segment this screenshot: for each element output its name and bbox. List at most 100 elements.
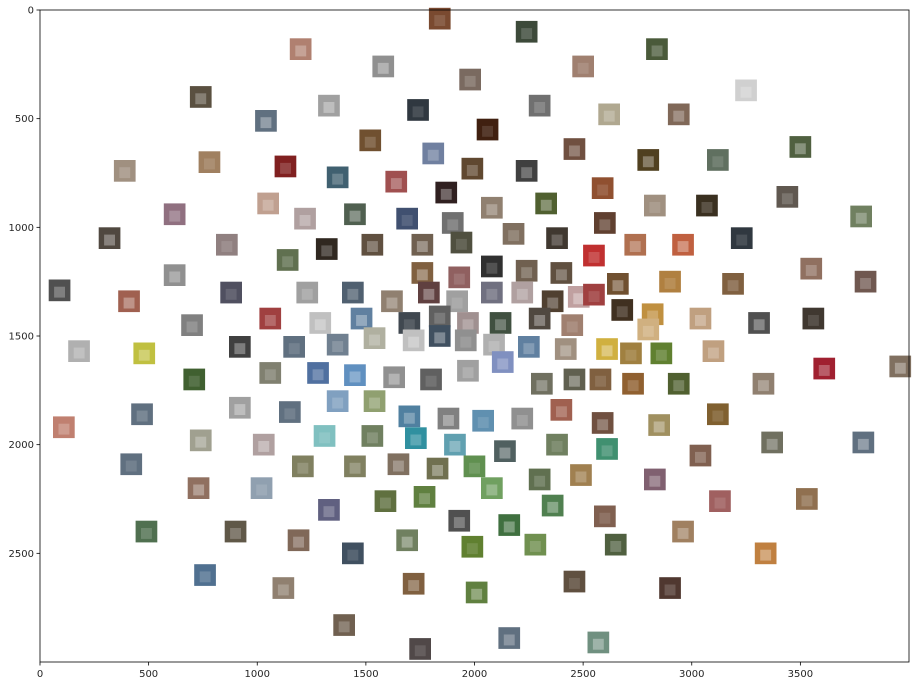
thumbnail-point: [98, 227, 121, 249]
thumbnail-detail: [460, 336, 472, 348]
thumbnail-detail: [486, 484, 498, 496]
thumbnail-detail: [449, 441, 461, 452]
thumbnail-detail: [471, 588, 483, 600]
thumbnail-image: [667, 372, 690, 395]
thumbnail-image: [342, 281, 364, 304]
thumbnail-detail: [141, 528, 152, 539]
thumbnail-detail: [462, 319, 474, 331]
thumbnail-point: [476, 118, 499, 141]
thumbnail-image: [428, 305, 451, 328]
thumbnail-image: [411, 233, 434, 256]
thumbnail-detail: [434, 312, 446, 324]
thumbnail-point: [313, 425, 336, 447]
thumbnail-image: [535, 192, 557, 215]
thumbnail-image: [754, 542, 777, 565]
thumbnail-detail: [808, 315, 819, 326]
thumbnail-point: [48, 279, 71, 302]
thumbnail-point: [189, 86, 212, 108]
thumbnail-detail: [321, 245, 333, 257]
thumbnail-point: [796, 488, 818, 510]
thumbnail-detail: [649, 475, 661, 487]
thumbnail-detail: [403, 319, 415, 331]
thumbnail-image: [359, 129, 382, 152]
thumbnail-detail: [551, 234, 563, 246]
thumbnail-point: [546, 227, 568, 249]
thumbnail-point: [672, 520, 694, 543]
thumbnail-image: [426, 457, 449, 480]
thumbnail-point: [441, 212, 464, 234]
thumbnail-detail: [338, 621, 350, 633]
thumbnail-point: [163, 203, 186, 226]
thumbnail-detail: [284, 408, 296, 420]
thumbnail-point: [187, 477, 210, 499]
thumbnail-image: [318, 94, 340, 117]
thumbnail-detail: [612, 280, 624, 292]
thumbnail-point: [437, 407, 460, 430]
thumbnail-detail: [701, 202, 713, 213]
thumbnail-point: [491, 351, 514, 373]
thumbnail-point: [259, 307, 282, 330]
thumbnail-point: [374, 490, 397, 512]
thumbnail-detail: [516, 415, 528, 426]
thumbnail-point: [294, 207, 316, 230]
thumbnail-point: [672, 233, 694, 256]
thumbnail-image: [498, 514, 521, 536]
thumbnail-point: [420, 368, 442, 391]
thumbnail-point: [563, 368, 586, 391]
thumbnail-point: [361, 425, 384, 447]
thumbnail-point: [730, 227, 753, 249]
thumbnail-detail: [204, 158, 215, 170]
thumbnail-image: [326, 390, 349, 412]
thumbnail-point: [483, 333, 505, 356]
thumbnail-point: [696, 194, 718, 217]
thumbnail-detail: [388, 373, 400, 385]
thumbnail-detail: [349, 210, 361, 222]
thumbnail-detail: [677, 241, 689, 252]
thumbnail-detail: [136, 410, 148, 422]
thumbnail-detail: [547, 297, 559, 309]
thumbnail-point: [707, 149, 729, 171]
thumbnail-image: [461, 535, 484, 558]
thumbnail-detail: [377, 62, 389, 74]
thumbnail-image: [418, 281, 440, 304]
thumbnail-detail: [534, 475, 546, 487]
thumbnail-point: [287, 529, 310, 552]
thumbnail-detail: [367, 241, 378, 252]
thumbnail-image: [402, 572, 425, 595]
thumbnail-point: [53, 416, 75, 439]
thumbnail-image: [596, 338, 618, 360]
y-tick-label: 0: [28, 6, 34, 17]
thumbnail-detail: [855, 212, 867, 224]
thumbnail-image: [854, 270, 877, 293]
thumbnail-detail: [262, 199, 274, 211]
thumbnail-image: [563, 368, 586, 391]
thumbnail-image: [472, 409, 494, 432]
x-tick-label: 500: [139, 669, 158, 680]
thumbnail-point: [735, 79, 757, 102]
thumbnail-detail: [264, 369, 276, 381]
thumbnail-image: [813, 357, 836, 380]
thumbnail-image: [252, 433, 275, 456]
thumbnail-detail: [462, 367, 474, 379]
thumbnail-detail: [566, 321, 578, 333]
thumbnail-point: [800, 257, 823, 280]
thumbnail-detail: [401, 215, 413, 226]
thumbnail-point: [229, 336, 251, 358]
y-axis: 0 500 1000 1500 2000 2500: [9, 6, 40, 560]
thumbnail-image: [776, 186, 799, 208]
thumbnail-point: [667, 103, 690, 126]
thumbnail-detail: [575, 471, 587, 483]
thumbnail-detail: [434, 332, 446, 344]
thumbnail-image: [187, 477, 210, 499]
thumbnail-point: [396, 207, 418, 230]
thumbnail-detail: [521, 267, 533, 279]
thumbnail-detail: [403, 412, 415, 424]
thumbnail-point: [229, 396, 251, 419]
thumbnail-point: [659, 270, 681, 293]
thumbnail-point: [113, 160, 136, 182]
thumbnail-point: [591, 412, 614, 434]
thumbnail-point: [644, 468, 666, 491]
thumbnail-point: [550, 399, 573, 421]
thumbnail-image: [596, 438, 618, 460]
thumbnail-image: [546, 433, 568, 456]
